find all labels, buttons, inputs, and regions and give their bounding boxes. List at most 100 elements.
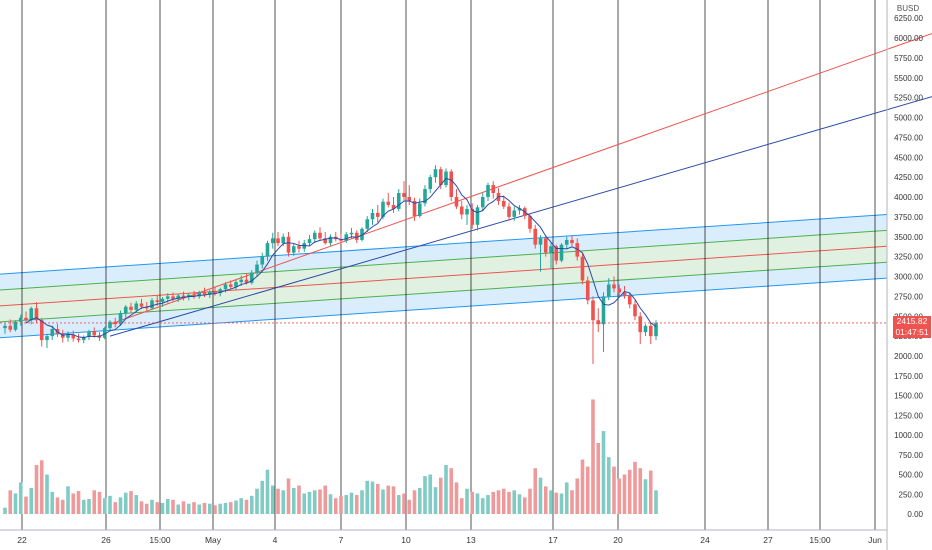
- ma-line: [25, 177, 657, 339]
- candle: [318, 227, 322, 241]
- volume-bar: [570, 490, 574, 514]
- candle: [612, 276, 616, 293]
- volume-bar: [97, 491, 102, 514]
- volume-bar: [66, 486, 70, 514]
- candle: [81, 335, 86, 344]
- candle-body: [118, 313, 123, 325]
- volume-bar: [307, 491, 312, 514]
- volume-bar: [354, 495, 359, 514]
- volume-bar: [554, 492, 559, 514]
- volume-bar: [34, 465, 39, 514]
- candle-body: [580, 256, 585, 281]
- candle-body: [155, 300, 160, 302]
- candle: [29, 306, 34, 325]
- candle: [375, 204, 380, 223]
- candle-body: [312, 232, 317, 240]
- price-tick-label: 5750.00: [894, 54, 923, 63]
- candle-body: [648, 325, 653, 337]
- volume-bar: [223, 502, 228, 514]
- candle: [538, 235, 543, 272]
- candle-body: [160, 298, 165, 302]
- candle-body: [354, 232, 359, 240]
- volume-bar: [433, 487, 438, 514]
- candle-body: [396, 193, 401, 209]
- volume-bar: [517, 494, 522, 514]
- candle-body: [507, 206, 511, 217]
- candle: [76, 333, 81, 343]
- volume-bar: [171, 499, 175, 514]
- volume-bar: [76, 491, 81, 514]
- volume-bar: [428, 474, 433, 514]
- price-tick-label: 5000.00: [894, 114, 923, 123]
- time-tick-label: May: [205, 535, 222, 545]
- candle-body: [570, 239, 574, 244]
- volume-bar: [81, 499, 86, 514]
- volume-bar: [113, 502, 118, 514]
- candle-body: [29, 308, 34, 321]
- candle-body: [654, 322, 658, 337]
- volume-bar: [323, 485, 328, 514]
- channel-band: [0, 262, 887, 338]
- volume-bar: [423, 476, 427, 514]
- candle-body: [517, 208, 522, 211]
- volume-bar: [150, 499, 154, 514]
- volume-bar: [601, 431, 606, 514]
- candle: [34, 301, 39, 323]
- channel-center-line: [0, 245, 888, 307]
- volume-bar: [580, 459, 585, 514]
- volume-bar: [648, 470, 653, 514]
- regression-channel: [0, 213, 888, 339]
- last-price-badge: 2415.82 01:47:51: [893, 316, 931, 338]
- candle-body: [349, 232, 354, 235]
- candle: [291, 243, 296, 256]
- candle: [559, 243, 564, 263]
- volume-bar: [339, 495, 343, 514]
- candle-body: [45, 336, 49, 341]
- candle: [459, 200, 464, 220]
- candle-body: [486, 185, 490, 197]
- volume-bar: [249, 495, 254, 514]
- candle-body: [186, 294, 191, 298]
- volume-bar: [564, 482, 569, 514]
- candle-body: [18, 317, 23, 322]
- volume-tick-label: 250.00: [899, 490, 924, 499]
- volume-bar: [244, 499, 249, 514]
- volume-bar: [412, 490, 417, 514]
- candle: [18, 314, 23, 326]
- candle-body: [207, 291, 212, 295]
- candle-body: [491, 185, 496, 194]
- candle-body: [512, 210, 517, 217]
- candle-body: [34, 308, 39, 321]
- candle: [276, 231, 280, 247]
- candle-body: [596, 320, 601, 325]
- price-tick-label: 1750.00: [894, 372, 923, 381]
- candle: [433, 165, 438, 183]
- candle-body: [585, 280, 590, 301]
- candle: [181, 291, 186, 301]
- candle: [570, 235, 574, 247]
- candle: [596, 308, 601, 333]
- candle-body: [213, 291, 217, 294]
- candle: [255, 260, 259, 277]
- candle: [360, 227, 364, 242]
- volume-bar: [407, 499, 412, 514]
- volume-bar: [417, 487, 422, 514]
- volume-bar: [8, 490, 13, 514]
- candle-body: [71, 334, 76, 339]
- candle-body: [3, 325, 7, 329]
- volume-bar: [297, 485, 301, 514]
- volume-bar: [538, 477, 543, 514]
- candle-body: [549, 246, 553, 253]
- volume-bar: [533, 468, 538, 514]
- candle: [139, 298, 144, 310]
- volume-bar: [286, 478, 291, 514]
- volume-bar: [444, 465, 448, 514]
- candle: [354, 230, 359, 244]
- candle: [323, 231, 328, 245]
- candle: [134, 301, 139, 313]
- candle: [244, 273, 249, 285]
- currency-label: BUSD: [897, 4, 919, 13]
- volume-bar: [585, 466, 590, 514]
- candle-body: [622, 292, 627, 296]
